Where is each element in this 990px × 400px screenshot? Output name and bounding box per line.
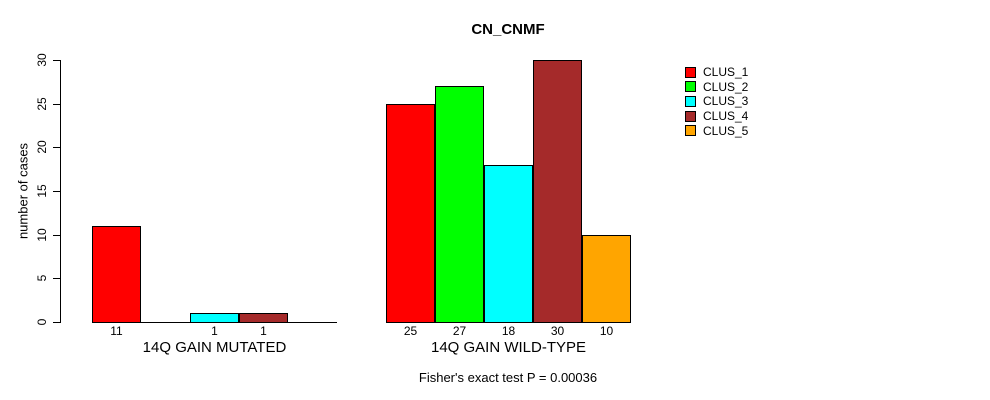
y-tick-mark xyxy=(53,60,60,61)
bar-value-label: 1 xyxy=(211,324,218,338)
bar-value-label: 10 xyxy=(599,324,614,338)
y-tick-mark xyxy=(53,191,60,192)
y-tick-mark xyxy=(53,278,60,280)
legend-item: CLUS_3 xyxy=(685,95,748,107)
bar-value-label: 27 xyxy=(452,324,467,338)
bar-value-label: 30 xyxy=(550,324,565,338)
y-tick-label: 25 xyxy=(35,96,49,111)
bar-clus_3 xyxy=(190,313,239,323)
y-tick-mark xyxy=(53,103,60,105)
bar-clus_1 xyxy=(92,226,141,323)
bar-clus_4 xyxy=(533,60,582,323)
y-tick-label: 15 xyxy=(35,184,49,198)
bar-value-label: 25 xyxy=(403,324,418,338)
legend-item: CLUS_1 xyxy=(685,66,748,78)
bar-value-label: 18 xyxy=(501,324,516,338)
group-label: 14Q GAIN MUTATED xyxy=(142,339,287,356)
legend-label: CLUS_1 xyxy=(703,65,749,79)
y-tick-label: 5 xyxy=(35,274,49,282)
legend-label: CLUS_4 xyxy=(703,109,749,124)
legend-item: CLUS_4 xyxy=(685,110,748,122)
legend-swatch-clus_4 xyxy=(685,110,696,122)
y-tick-label: 30 xyxy=(35,53,49,67)
bar-value-label: 11 xyxy=(110,324,123,338)
legend-label: CLUS_2 xyxy=(703,79,749,94)
y-tick-mark xyxy=(53,322,60,323)
bar-value-label: 1 xyxy=(260,324,267,338)
y-tick-mark xyxy=(53,147,60,149)
bar-clus_2 xyxy=(435,86,484,323)
legend-swatch-clus_5 xyxy=(685,125,696,137)
fisher-test-annotation: Fisher's exact test P = 0.00036 xyxy=(418,370,598,385)
legend-item: CLUS_2 xyxy=(685,81,748,93)
bar-clus_4 xyxy=(239,313,288,323)
y-axis-title: number of cases xyxy=(15,142,31,240)
y-tick-mark xyxy=(53,234,60,236)
group-label: 14Q GAIN WILD-TYPE xyxy=(430,339,587,356)
y-axis-line xyxy=(60,60,61,323)
y-tick-label: 0 xyxy=(35,318,49,326)
chart-title: CN_CNMF xyxy=(471,21,545,38)
y-tick-label: 20 xyxy=(35,140,49,155)
legend-item: CLUS_5 xyxy=(685,125,748,137)
bar-clus_3 xyxy=(484,165,533,323)
bar-clus_1 xyxy=(386,104,435,323)
legend-swatch-clus_2 xyxy=(685,81,696,93)
legend-label: CLUS_5 xyxy=(703,123,749,138)
y-tick-label: 10 xyxy=(35,227,49,242)
legend-swatch-clus_3 xyxy=(685,95,696,107)
legend-label: CLUS_3 xyxy=(703,94,749,109)
bar-clus_5 xyxy=(582,235,631,323)
legend-swatch-clus_1 xyxy=(685,66,696,78)
